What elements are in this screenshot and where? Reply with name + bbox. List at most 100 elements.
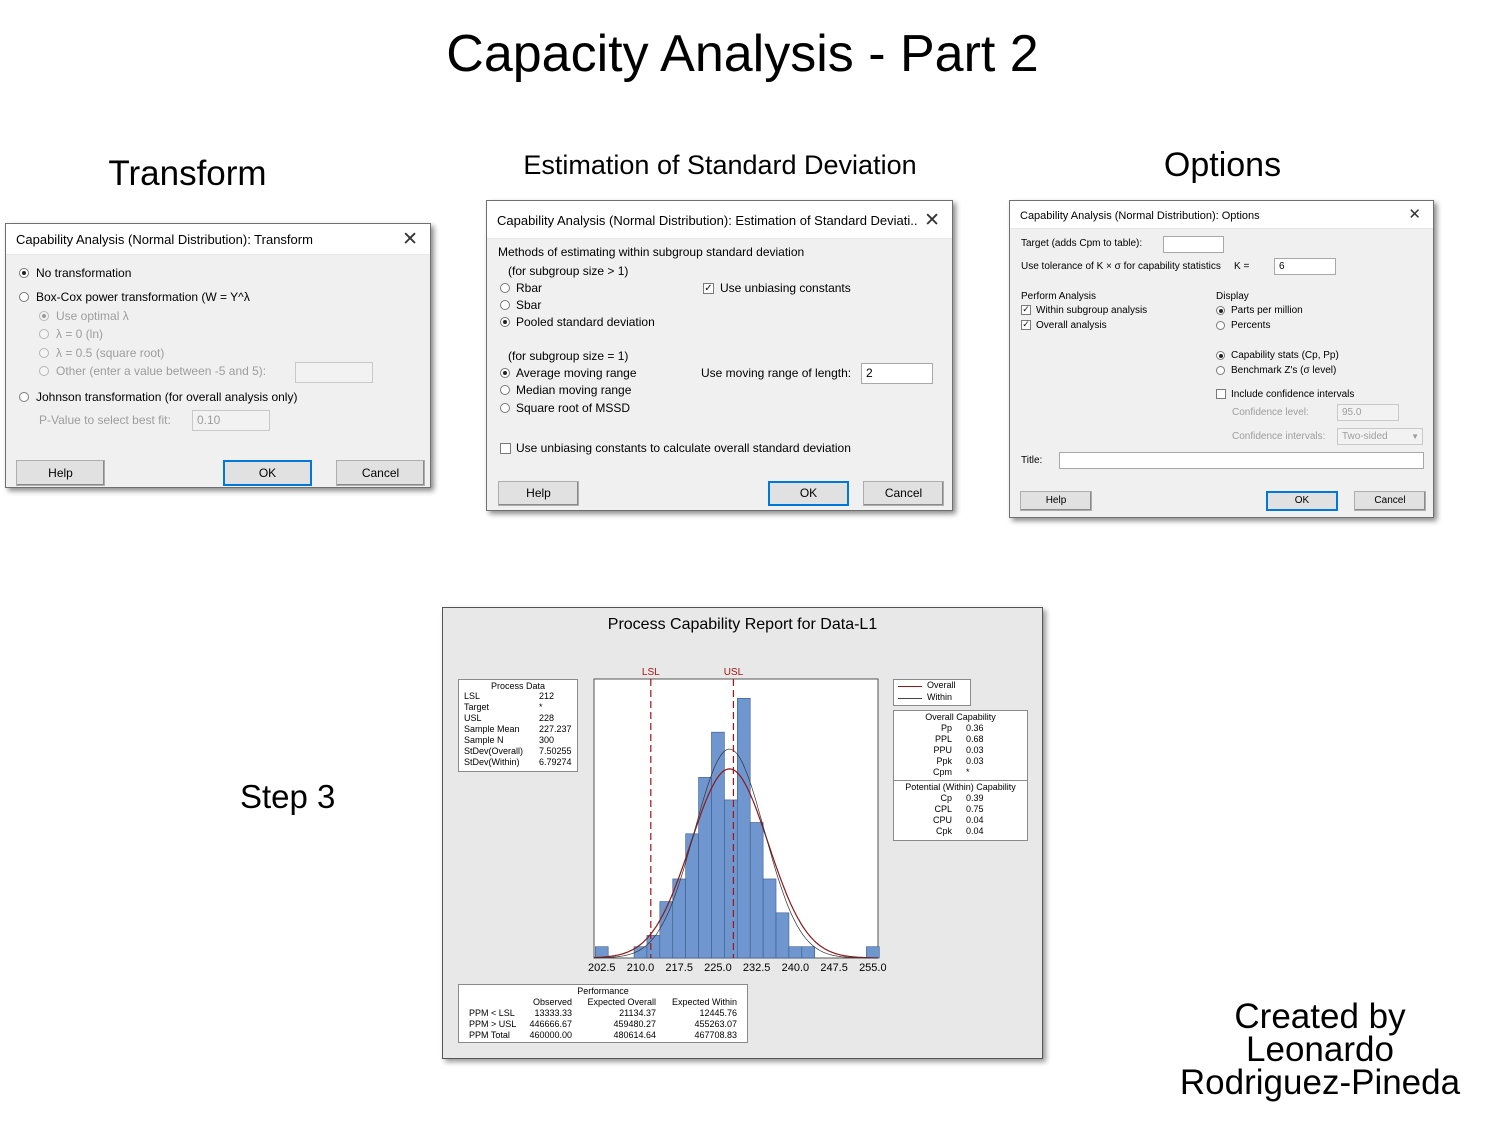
overall-label: Overall analysis [1036,320,1107,331]
lambda-half-radio[interactable] [39,348,49,358]
lambda-other-input[interactable] [295,362,373,383]
display-heading: Display [1216,291,1249,302]
stat-label: Ppk [936,756,952,766]
stat-label: USL [464,713,482,723]
performance-col-expected-overall: Expected Overall [587,997,656,1007]
stat-label: StDev(Overall) [464,746,524,756]
unbiasing-checkbox[interactable]: ✓ [703,283,714,294]
help-button[interactable]: Help [16,460,105,486]
within-checkbox[interactable]: ✓ [1021,305,1031,315]
conf-int-type-select[interactable]: Two-sided ▼ [1337,428,1423,445]
estimation-dialog: Capability Analysis (Normal Distribution… [486,200,953,511]
cancel-button[interactable]: Cancel [336,460,425,486]
lambda-other-radio[interactable] [39,366,49,376]
overall-checkbox[interactable]: ✓ [1021,320,1031,330]
mssd-radio[interactable] [500,403,510,413]
performance-cell: 13333.33 [534,1008,572,1018]
help-button[interactable]: Help [498,481,579,506]
stat-label: CPU [932,815,952,825]
stat-value: 0.04 [966,815,984,825]
cancel-button[interactable]: Cancel [1354,491,1426,511]
section-title-transform: Transform [108,154,267,193]
conf-level-input[interactable]: 95.0 [1337,404,1399,421]
sbar-label: Sbar [516,298,542,312]
performance-col-observed: Observed [532,997,572,1007]
performance-cell: 467708.83 [694,1030,737,1040]
johnson-radio[interactable] [19,392,29,402]
close-icon[interactable]: ✕ [1408,205,1421,223]
help-button[interactable]: Help [1020,491,1092,511]
dialog-titlebar: Capability Analysis (Normal Distribution… [6,224,430,255]
performance-cell: 480614.64 [613,1030,656,1040]
boxcox-radio[interactable] [19,292,29,302]
stat-label: CPL [934,804,952,814]
legend-within-label: Within [927,692,953,702]
k-input[interactable]: 6 [1274,258,1336,275]
histogram-bar [762,878,777,959]
performance-cell: 12445.76 [699,1008,737,1018]
percents-radio[interactable] [1216,321,1225,330]
ok-button[interactable]: OK [768,481,849,506]
histogram-bar [866,946,880,959]
x-tick-label: 240.0 [782,962,810,972]
spec-limit-label: USL [724,667,744,678]
x-tick-label: 217.5 [665,962,693,972]
histogram-bar [724,799,738,959]
chevron-down-icon: ▼ [1411,432,1419,441]
report-title: Process Capability Report for Data-L1 [607,616,878,633]
stat-value: 0.04 [966,826,984,836]
lambda-other-label: Other (enter a value between -5 and 5): [56,364,267,378]
stat-label: PPL [934,734,952,744]
slide-title: Capacity Analysis - Part 2 [446,25,1039,83]
no-transformation-radio[interactable] [19,268,29,278]
use-optimal-radio[interactable] [39,311,49,321]
conf-int-checkbox[interactable] [1216,389,1226,399]
k-label: K = [1234,261,1250,272]
x-tick-label: 255.0 [859,962,887,972]
close-icon[interactable]: ✕ [402,228,418,250]
lambda-zero-radio[interactable] [39,329,49,339]
benchmark-radio[interactable] [1216,366,1225,375]
ppm-radio[interactable] [1216,306,1225,315]
stat-value: 300 [539,735,555,745]
ok-button[interactable]: OK [223,460,312,486]
cap-stats-radio[interactable] [1216,351,1225,360]
percents-label: Percents [1231,320,1271,331]
median-moving-range-radio[interactable] [500,385,510,395]
cancel-button[interactable]: Cancel [863,481,944,506]
author-credit: Created by Leonardo Rodriguez-Pineda [1170,997,1470,1100]
mr-length-input[interactable]: 2 [861,363,933,384]
stat-label: Cp [940,793,952,803]
title-input[interactable] [1059,452,1424,469]
pooled-sd-radio[interactable] [500,317,510,327]
credit-line: Created by [1234,997,1406,1036]
spec-limit-label: LSL [642,667,660,678]
target-input[interactable] [1163,236,1224,253]
performance-cell: 455263.07 [694,1019,737,1029]
capability-report: Process Capability Report for Data-L1 Pr… [442,607,1043,1059]
median-moving-range-label: Median moving range [516,383,632,397]
stat-value: 0.36 [966,723,984,733]
avg-moving-range-radio[interactable] [500,368,510,378]
process-data-panel: Process Data LSL 212 Target * USL 228 Sample M… [458,679,578,772]
histogram-bar [672,878,686,959]
perform-analysis-heading: Perform Analysis [1021,291,1097,302]
close-icon[interactable]: ✕ [924,209,940,231]
boxcox-label: Box-Cox power transformation (W = Y^λ [36,290,250,304]
overall-unbiasing-checkbox[interactable] [500,443,511,454]
avg-moving-range-label: Average moving range [516,366,637,380]
density-curve-overall [593,768,878,959]
mr-length-label: Use moving range of length: [701,366,852,380]
options-dialog: Capability Analysis (Normal Distribution… [1009,200,1434,518]
histogram-bar [659,901,674,959]
stat-value: 0.03 [966,756,984,766]
ok-button[interactable]: OK [1266,491,1338,511]
tolerance-label: Use tolerance of K × σ for capability st… [1021,261,1221,272]
rbar-radio[interactable] [500,283,510,293]
sbar-radio[interactable] [500,300,510,310]
pvalue-input[interactable]: 0.10 [192,410,270,431]
stat-label: StDev(Within) [464,757,520,767]
performance-heading: Performance [577,986,629,996]
mssd-label: Square root of MSSD [516,401,631,415]
stat-label: Sample Mean [464,724,520,734]
